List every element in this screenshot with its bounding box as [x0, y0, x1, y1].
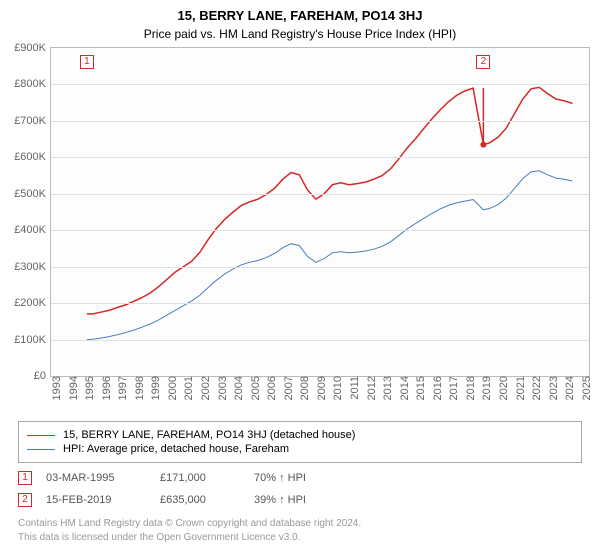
x-axis-label: 1996 [97, 376, 113, 400]
sale-marker-1: 1 [80, 55, 94, 69]
gridline [51, 121, 589, 122]
x-axis-label: 2016 [428, 376, 444, 400]
x-axis-label: 2021 [511, 376, 527, 400]
gridline [51, 84, 589, 85]
x-axis-label: 2006 [262, 376, 278, 400]
x-axis-label: 1997 [113, 376, 129, 400]
y-axis-label: £300K [14, 261, 51, 273]
series-line-hpi [87, 171, 573, 340]
chart-subtitle: Price paid vs. HM Land Registry's House … [0, 23, 600, 47]
x-axis-label: 1999 [146, 376, 162, 400]
x-axis-label: 2013 [378, 376, 394, 400]
footer-attribution: Contains HM Land Registry data © Crown c… [18, 517, 582, 544]
x-axis-label: 2023 [544, 376, 560, 400]
y-axis-label: £100K [14, 334, 51, 346]
y-axis-label: £800K [14, 78, 51, 90]
sale-price: £171,000 [160, 472, 240, 484]
legend-swatch [27, 435, 55, 436]
x-axis-label: 1998 [130, 376, 146, 400]
x-axis-label: 2007 [279, 376, 295, 400]
x-axis-label: 2018 [461, 376, 477, 400]
y-axis-label: £500K [14, 188, 51, 200]
x-axis-label: 2001 [179, 376, 195, 400]
gridline [51, 267, 589, 268]
legend-label: 15, BERRY LANE, FAREHAM, PO14 3HJ (detac… [63, 429, 355, 441]
y-axis-label: £200K [14, 297, 51, 309]
x-axis-label: 2024 [560, 376, 576, 400]
gridline [51, 230, 589, 231]
x-axis-label: 2010 [328, 376, 344, 400]
sale-dot [480, 142, 486, 148]
sale-price: £635,000 [160, 494, 240, 506]
gridline [51, 303, 589, 304]
footer-line-1: Contains HM Land Registry data © Crown c… [18, 517, 582, 531]
y-axis-label: £900K [14, 42, 51, 54]
sale-row: 1 03-MAR-1995 £171,000 70% ↑ HPI [18, 471, 582, 485]
gridline [51, 340, 589, 341]
legend-label: HPI: Average price, detached house, Fare… [63, 443, 289, 455]
legend-row: HPI: Average price, detached house, Fare… [27, 442, 573, 456]
sale-date: 03-MAR-1995 [46, 472, 146, 484]
chart-container: 15, BERRY LANE, FAREHAM, PO14 3HJ Price … [0, 0, 600, 560]
x-axis-label: 2022 [527, 376, 543, 400]
legend-row: 15, BERRY LANE, FAREHAM, PO14 3HJ (detac… [27, 428, 573, 442]
y-axis-label: £600K [14, 151, 51, 163]
chart-plot-area: £0£100K£200K£300K£400K£500K£600K£700K£80… [50, 47, 590, 377]
sale-marker-2: 2 [476, 55, 490, 69]
x-axis-label: 2000 [163, 376, 179, 400]
x-axis-label: 1994 [64, 376, 80, 400]
chart-canvas: £0£100K£200K£300K£400K£500K£600K£700K£80… [50, 47, 590, 377]
footer-line-2: This data is licensed under the Open Gov… [18, 531, 582, 545]
x-axis-label: 1993 [47, 376, 63, 400]
x-axis-label: 2019 [477, 376, 493, 400]
chart-svg [51, 48, 589, 376]
sale-row: 2 15-FEB-2019 £635,000 39% ↑ HPI [18, 493, 582, 507]
x-axis-label: 2008 [295, 376, 311, 400]
sales-table: 1 03-MAR-1995 £171,000 70% ↑ HPI 2 15-FEB-201… [0, 471, 600, 507]
sale-pct: 70% ↑ HPI [254, 472, 344, 484]
legend: 15, BERRY LANE, FAREHAM, PO14 3HJ (detac… [18, 421, 582, 463]
y-axis-label: £400K [14, 224, 51, 236]
x-axis-label: 2017 [444, 376, 460, 400]
x-axis-label: 2002 [196, 376, 212, 400]
sale-row-marker: 1 [18, 471, 32, 485]
x-axis-label: 2012 [362, 376, 378, 400]
x-axis-label: 2020 [494, 376, 510, 400]
gridline [51, 194, 589, 195]
gridline [51, 157, 589, 158]
y-axis-label: £700K [14, 115, 51, 127]
x-axis-label: 2015 [411, 376, 427, 400]
sale-pct: 39% ↑ HPI [254, 494, 344, 506]
x-axis-label: 2003 [213, 376, 229, 400]
sale-date: 15-FEB-2019 [46, 494, 146, 506]
x-axis-label: 2005 [246, 376, 262, 400]
x-axis-label: 2011 [345, 376, 361, 400]
sale-row-marker: 2 [18, 493, 32, 507]
x-axis-label: 2004 [229, 376, 245, 400]
x-axis-label: 2025 [577, 376, 593, 400]
x-axis-label: 1995 [80, 376, 96, 400]
x-axis-label: 2014 [395, 376, 411, 400]
legend-swatch [27, 449, 55, 450]
x-axis-label: 2009 [312, 376, 328, 400]
chart-title: 15, BERRY LANE, FAREHAM, PO14 3HJ [0, 0, 600, 23]
